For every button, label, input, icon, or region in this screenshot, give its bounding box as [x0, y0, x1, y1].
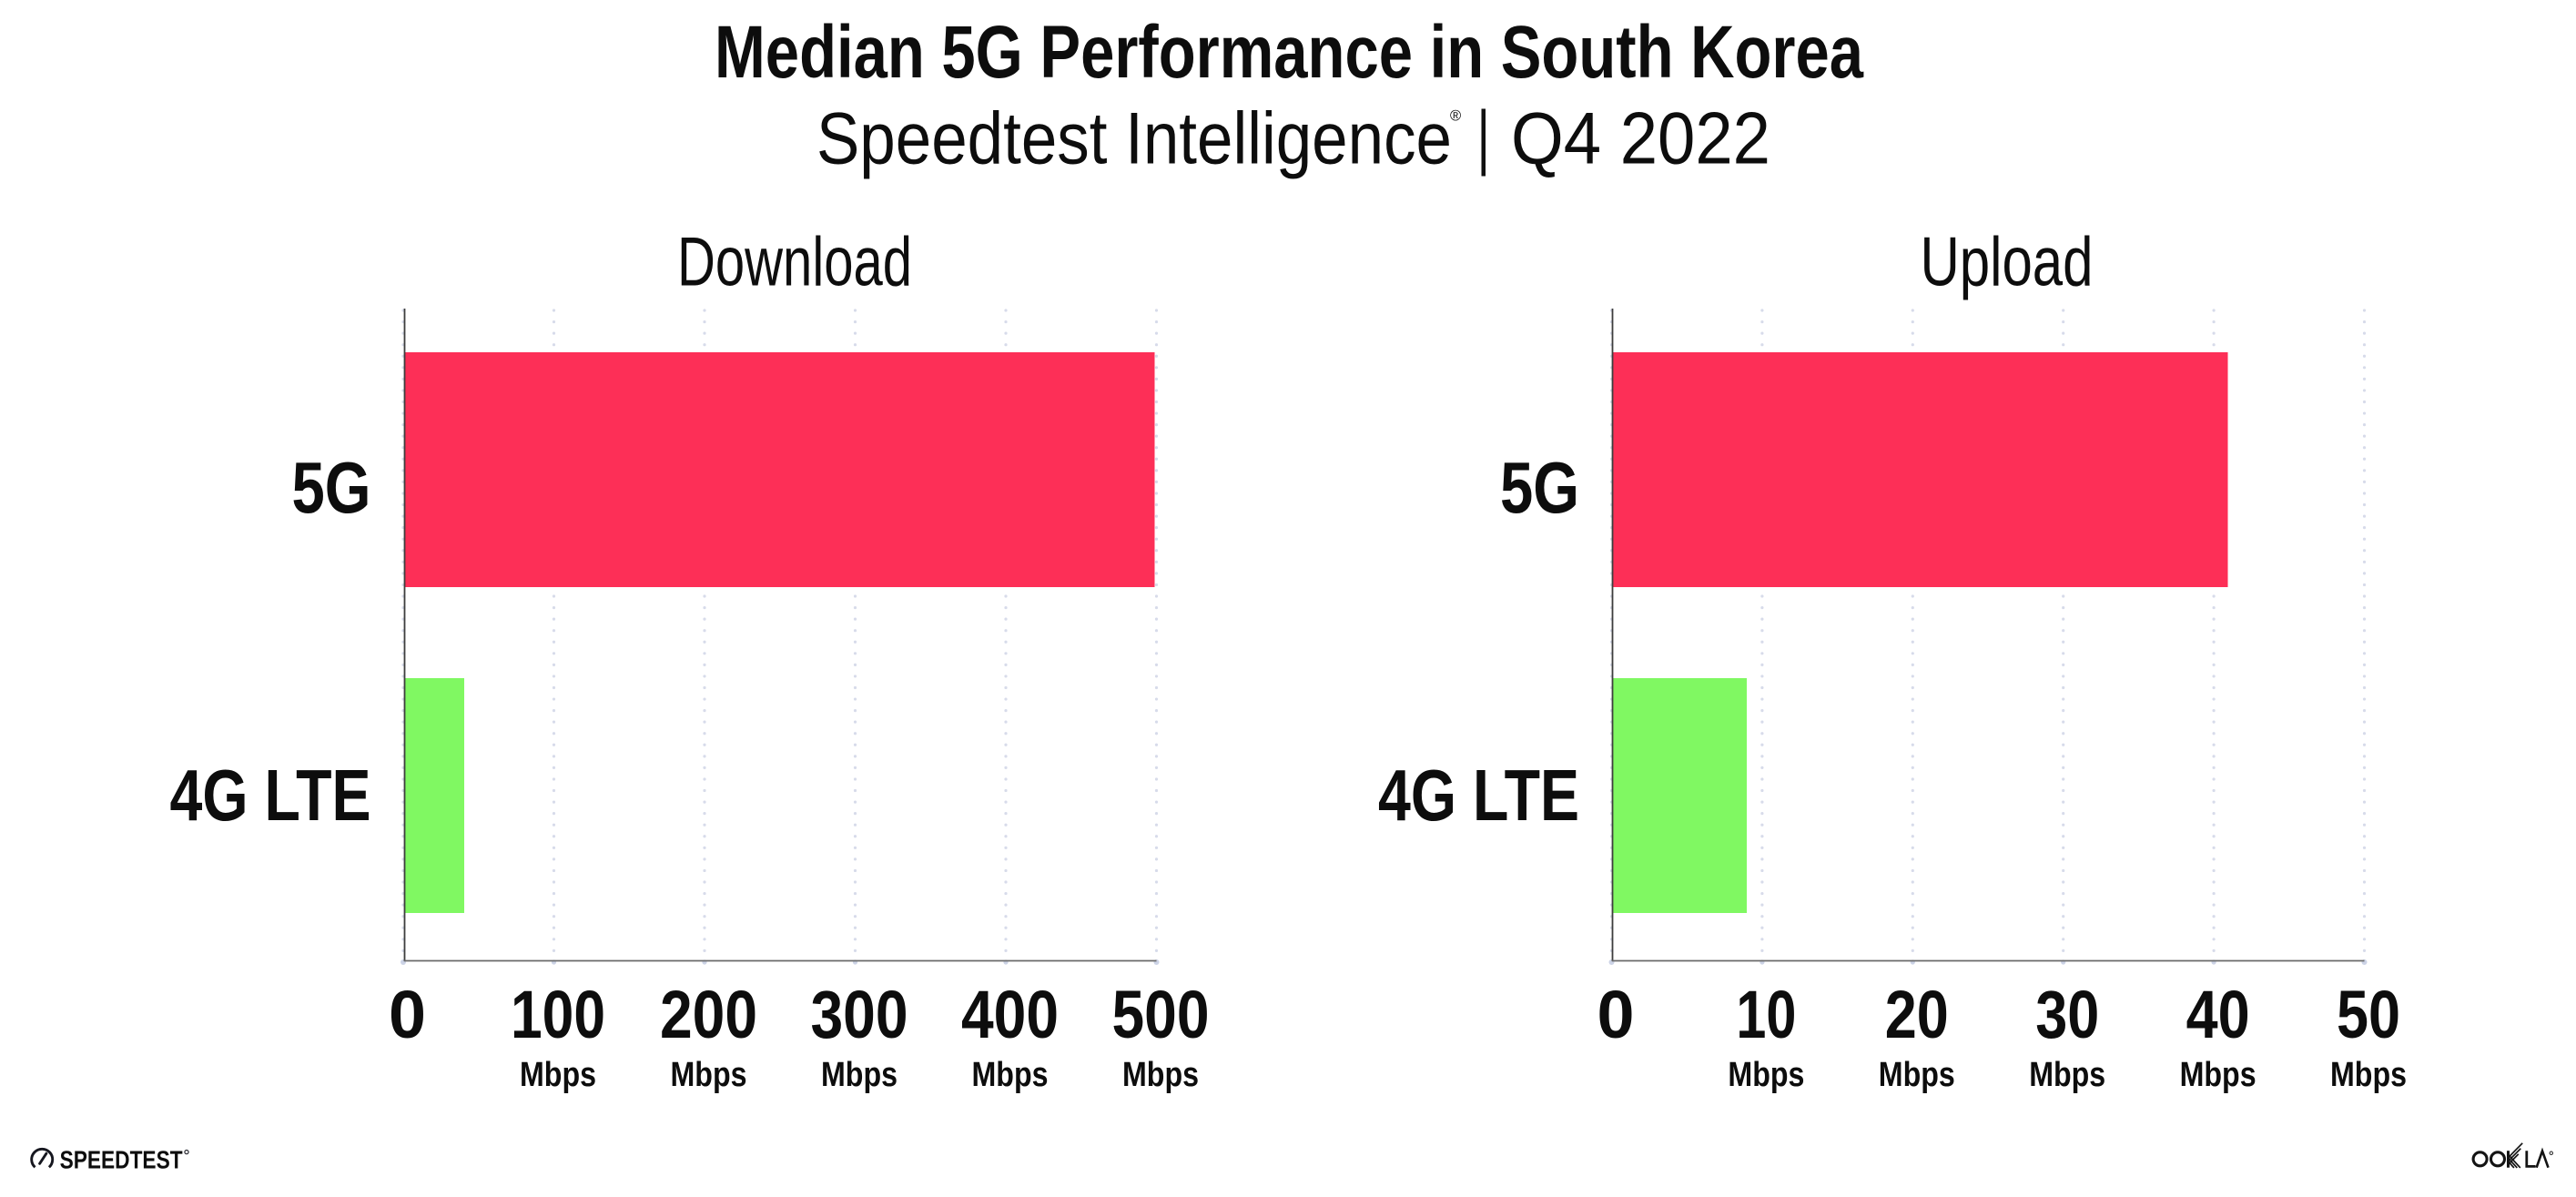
svg-text:0: 0: [1597, 977, 1635, 1052]
svg-text:4G LTE: 4G LTE: [170, 755, 371, 836]
svg-text:Mbps: Mbps: [2330, 1056, 2407, 1094]
svg-text:Mbps: Mbps: [2180, 1056, 2257, 1094]
svg-text:10: 10: [1736, 977, 1796, 1052]
svg-text:SPEEDTEST: SPEEDTEST: [60, 1146, 183, 1174]
svg-text:300: 300: [811, 977, 908, 1052]
svg-text:Mbps: Mbps: [520, 1056, 596, 1094]
svg-text:Mbps: Mbps: [1728, 1056, 1804, 1094]
svg-text:Upload: Upload: [1921, 224, 2094, 301]
svg-text:500: 500: [1112, 977, 1210, 1052]
svg-text:400: 400: [961, 977, 1059, 1052]
svg-text:100: 100: [511, 977, 605, 1052]
svg-text:0: 0: [389, 977, 426, 1052]
svg-text:Mbps: Mbps: [821, 1056, 898, 1094]
svg-text:Download: Download: [677, 224, 912, 301]
svg-text:5G: 5G: [292, 447, 371, 528]
svg-text:Mbps: Mbps: [1122, 1056, 1199, 1094]
svg-text:Mbps: Mbps: [671, 1056, 747, 1094]
svg-text:Mbps: Mbps: [1879, 1056, 1955, 1094]
svg-text:20: 20: [1885, 977, 1949, 1052]
svg-text:Median 5G Performance in South: Median 5G Performance in South Korea: [715, 11, 1864, 94]
svg-text:Mbps: Mbps: [972, 1056, 1049, 1094]
svg-text:40: 40: [2186, 977, 2250, 1052]
svg-text:Speedtest Intelligence: Speedtest Intelligence: [816, 98, 1452, 180]
svg-text:30: 30: [2035, 977, 2099, 1052]
svg-text:Q4 2022: Q4 2022: [1511, 98, 1770, 180]
svg-text:4G LTE: 4G LTE: [1378, 755, 1579, 836]
svg-text:200: 200: [660, 977, 757, 1052]
svg-text:5G: 5G: [1500, 447, 1579, 528]
svg-text:Mbps: Mbps: [2029, 1056, 2105, 1094]
svg-text:®: ®: [1450, 108, 1461, 125]
svg-text:50: 50: [2337, 977, 2400, 1052]
